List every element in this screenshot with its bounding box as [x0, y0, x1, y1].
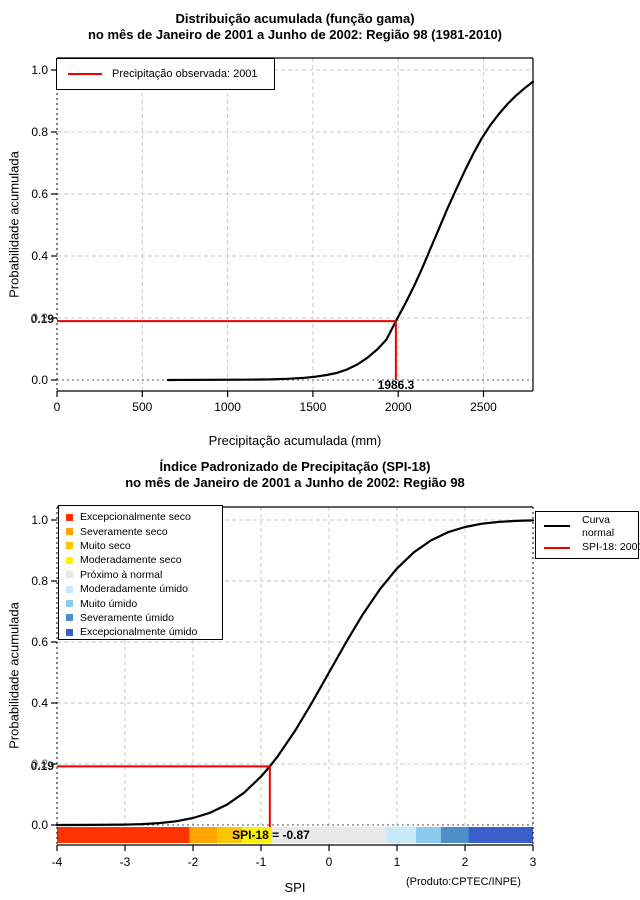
- y-axis-title: Probabilidade acumulada: [6, 151, 22, 298]
- probability-value-label: 0.19: [30, 759, 54, 773]
- x-tick-label: 0: [325, 855, 333, 869]
- y-tick-label: 0.4: [31, 249, 48, 263]
- chart-title: Distribuição acumulada (função gama): [175, 11, 415, 26]
- x-tick-label: 500: [132, 400, 153, 414]
- x-tick-label: 2000: [384, 400, 412, 414]
- spi-category-legend: Excepcionalmente seco Severamente seco Mui…: [58, 505, 223, 640]
- legend-item: Moderadamente úmido: [66, 582, 222, 596]
- y-tick-label: 0.0: [31, 818, 48, 832]
- y-tick-label: 0.0: [31, 373, 48, 387]
- curve-legend: Curva normal SPI-18: 2001: [535, 511, 640, 559]
- y-tick-label: 0.6: [31, 187, 48, 201]
- chart-subtitle: no mês de Janeiro de 2001 a Junho de 200…: [87, 27, 503, 42]
- category-color-swatch: [66, 614, 73, 622]
- category-color-swatch: [66, 600, 73, 608]
- category-color-swatch: [66, 528, 73, 536]
- legend-item: Muito seco: [66, 539, 222, 553]
- category-color-swatch: [66, 542, 73, 550]
- legend-item: Excepcionalmente úmido: [66, 625, 222, 639]
- y-tick-label: 0.6: [31, 635, 48, 649]
- category-label: Moderadamente seco: [80, 554, 182, 567]
- chart-subtitle: no mês de Janeiro de 2001 a Junho de 200…: [125, 475, 465, 490]
- category-label: Muito úmido: [80, 597, 138, 610]
- category-label: Severamente seco: [80, 525, 168, 538]
- category-color-swatch: [66, 556, 73, 564]
- probability-value-label: 0.19: [30, 312, 54, 326]
- category-label: Muito seco: [80, 539, 131, 552]
- category-color-swatch: [66, 585, 73, 593]
- category-label: Severamente úmido: [80, 611, 174, 624]
- x-tick-label: 3: [529, 855, 537, 869]
- y-tick-label: 0.4: [31, 696, 48, 710]
- legend-item: Excepcionalmente seco: [66, 510, 222, 524]
- y-tick-label: 0.8: [31, 574, 48, 588]
- legend-label-curva: Curva: [582, 514, 611, 526]
- category-color-swatch: [66, 513, 73, 521]
- legend: Precipitação observada: 2001: [56, 58, 275, 90]
- legend-label: Precipitação observada: 2001: [112, 68, 258, 80]
- legend-item: Severamente úmido: [66, 611, 222, 625]
- y-tick-label: 0.2: [31, 757, 48, 771]
- x-axis-title: Precipitação acumulada (mm): [208, 433, 382, 448]
- x-tick-label: 2500: [470, 400, 497, 414]
- x-tick-label: 0: [53, 400, 61, 414]
- x-tick-label: 1500: [299, 400, 327, 414]
- x-tick-label: 1000: [214, 400, 241, 414]
- legend-key-line-spi: [544, 547, 570, 549]
- category-label: Excepcionalmente seco: [80, 511, 191, 524]
- y-tick-label: 0.2: [31, 311, 48, 325]
- x-tick-label: 2: [461, 855, 469, 869]
- legend-key-line: [68, 73, 102, 75]
- observed-value-label: 1986.3: [377, 378, 415, 392]
- legend-label-normal: normal: [582, 527, 615, 539]
- category-color-swatch: [66, 628, 73, 636]
- y-tick-label: 1.0: [31, 63, 48, 77]
- legend-key-line-normal: [544, 525, 570, 527]
- legend-label-spi-2001: SPI-18: 2001: [582, 541, 640, 553]
- category-color-swatch: [66, 571, 73, 579]
- legend-item: Próximo à normal: [66, 568, 222, 582]
- y-tick-label: 0.8: [31, 125, 48, 139]
- legend-item: Severamente seco: [66, 524, 222, 538]
- x-axis-title: SPI: [284, 880, 306, 895]
- chart-title: Índice Padronizado de Precipitação (SPI-…: [159, 459, 431, 474]
- legend-item: Moderadamente seco: [66, 553, 222, 567]
- y-axis-title: Probabilidade acumulada: [6, 602, 22, 749]
- x-tick-label: -4: [51, 855, 63, 869]
- legend-item: Muito úmido: [66, 596, 222, 610]
- category-label: Excepcionalmente úmido: [80, 626, 198, 639]
- spi-value-label: SPI-18 = -0.87: [232, 828, 310, 842]
- category-label: Próximo à normal: [80, 568, 163, 581]
- product-credit: (Produto:CPTEC/INPE): [406, 876, 521, 888]
- x-tick-label: -1: [255, 855, 267, 869]
- x-tick-label: -2: [187, 855, 199, 869]
- x-tick-label: 1: [393, 855, 401, 869]
- y-tick-label: 1.0: [31, 513, 48, 527]
- category-label: Moderadamente úmido: [80, 583, 188, 596]
- x-tick-label: -3: [119, 855, 131, 869]
